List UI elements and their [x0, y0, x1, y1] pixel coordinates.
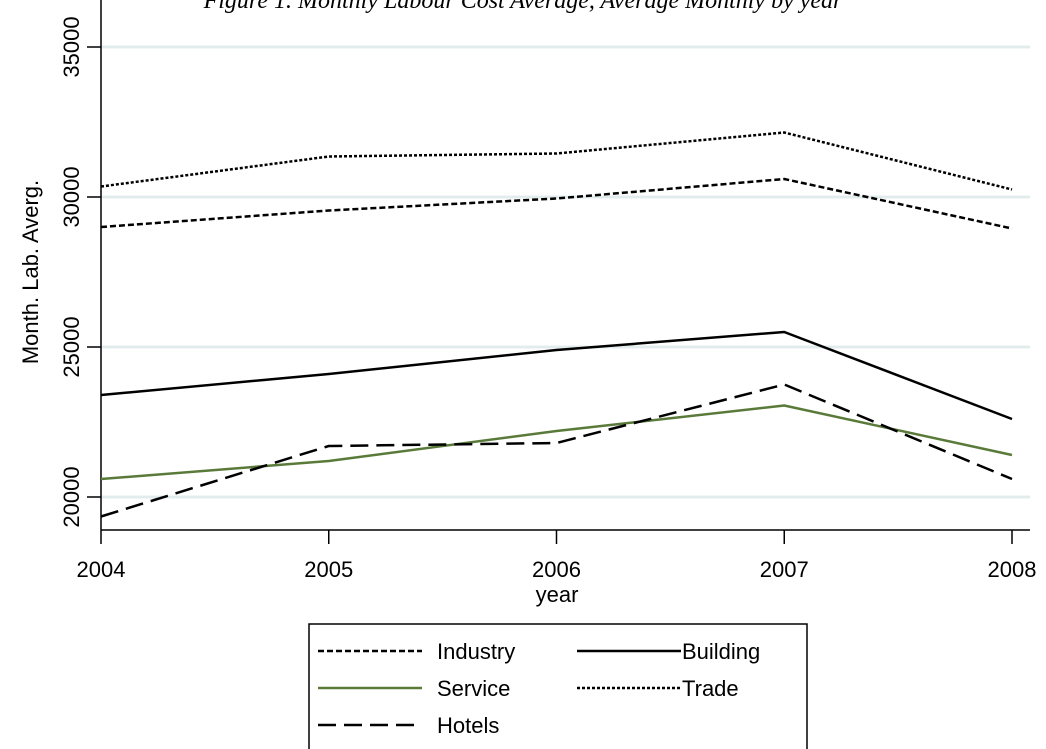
y-tick-label: 35000: [59, 16, 84, 77]
x-tick-label: 2007: [760, 557, 809, 582]
y-ticks: 20000 25000 30000 35000: [59, 16, 101, 528]
legend-box: [308, 623, 808, 749]
series-line-building: [100, 330, 1013, 421]
series-line-hotels: [100, 383, 1013, 518]
chart-title: Figure 1. Monthly Labour Cost Average, A…: [203, 0, 843, 14]
x-axis-title: year: [536, 582, 579, 607]
legend-label-building: Building: [682, 639, 760, 664]
series-line-service: [100, 404, 1013, 481]
series-line-industry: [100, 177, 1013, 230]
y-axis-title: Month. Lab. Averg.: [18, 180, 43, 364]
legend-label-trade: Trade: [682, 676, 739, 701]
series-lines: [100, 131, 1013, 518]
x-tick-label: 2005: [304, 557, 353, 582]
axes: [100, 0, 1030, 531]
legend-label-industry: Industry: [437, 639, 515, 664]
legend-label-service: Service: [437, 676, 510, 701]
legend-label-hotels: Hotels: [437, 713, 499, 738]
x-tick-label: 2004: [77, 557, 126, 582]
y-tick-label: 25000: [59, 316, 84, 377]
grid-lines: [101, 45, 1030, 499]
x-tick-label: 2008: [988, 557, 1037, 582]
x-ticks: 2004 2005 2006 2007 2008: [77, 530, 1037, 582]
series-line-trade: [100, 131, 1013, 191]
legend: Industry Building Service Trade Hotels: [308, 623, 808, 749]
y-tick-label: 30000: [59, 166, 84, 227]
x-tick-label: 2006: [532, 557, 581, 582]
y-tick-label: 20000: [59, 466, 84, 527]
